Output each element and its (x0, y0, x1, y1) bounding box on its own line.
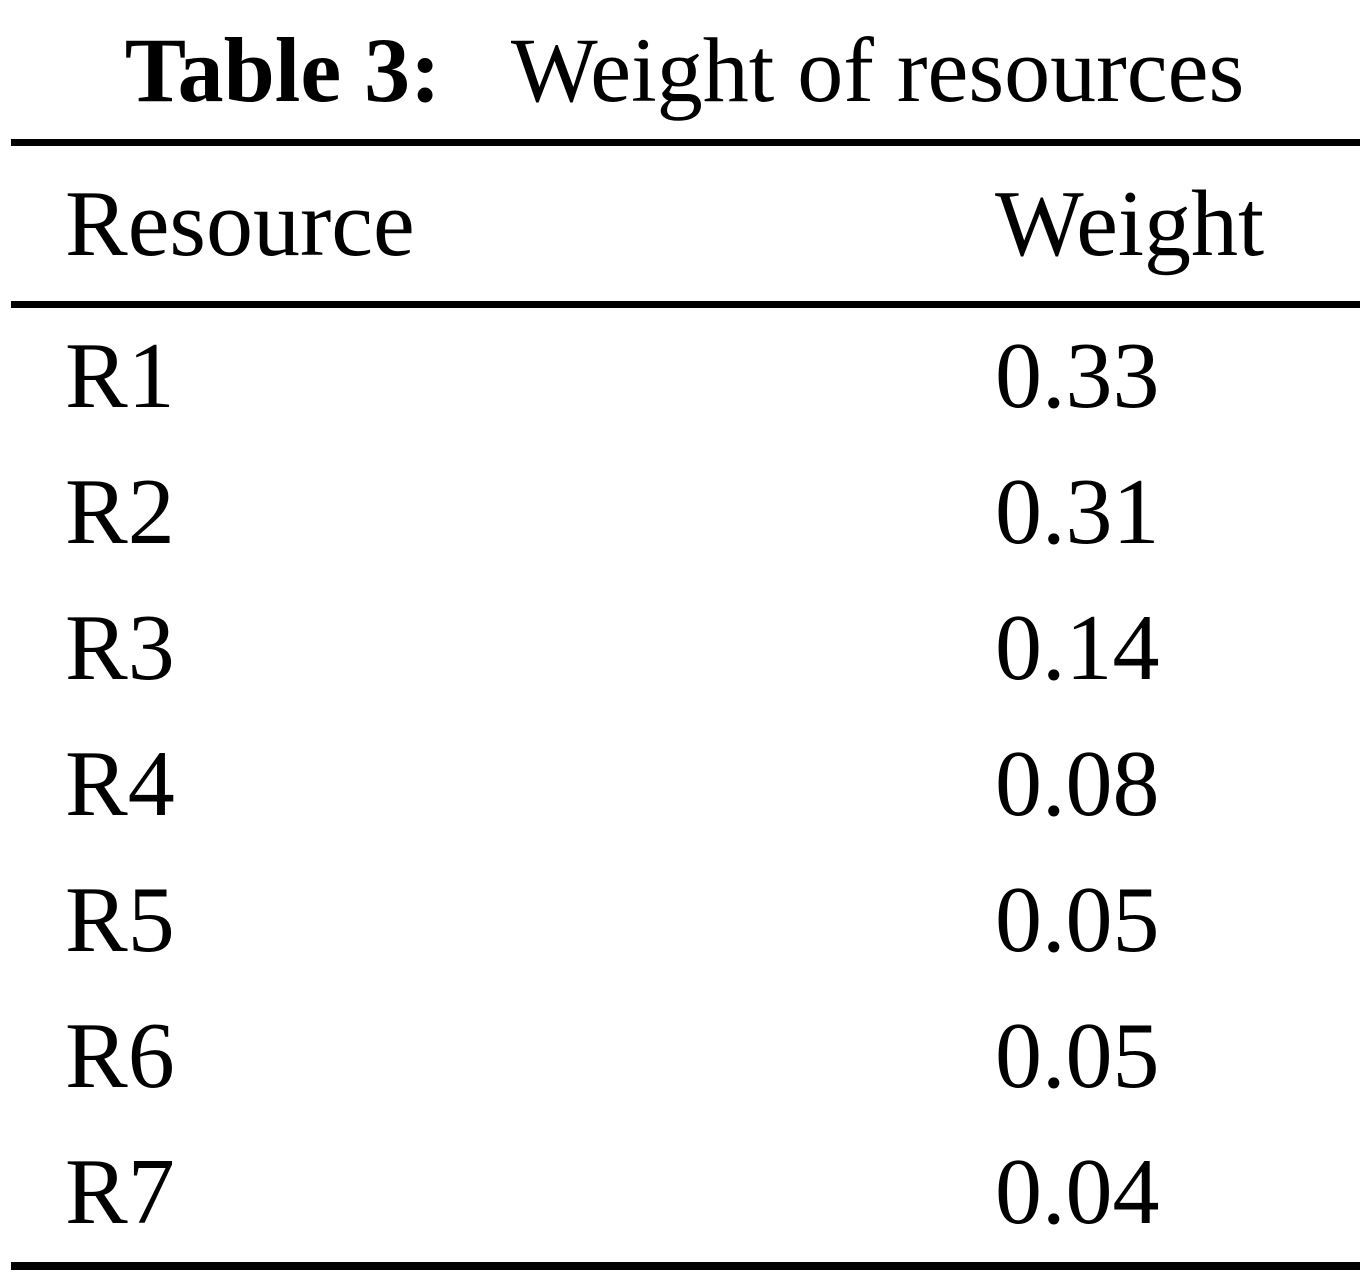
weight-cell: 0.05 (995, 1004, 1160, 1108)
weight-cell: 0.08 (995, 732, 1160, 836)
table-top-rule (11, 139, 1360, 146)
resource-cell: R5 (65, 868, 175, 972)
resource-cell: R2 (65, 460, 175, 564)
table-row: R4 0.08 (11, 716, 1360, 852)
weight-cell: 0.05 (995, 868, 1160, 972)
weight-cell: 0.04 (995, 1140, 1160, 1244)
table-row: R5 0.05 (11, 852, 1360, 988)
table-bottom-rule (11, 1262, 1360, 1270)
table-header-rule (11, 301, 1360, 308)
table-row: R6 0.05 (11, 988, 1360, 1124)
weight-cell: 0.31 (995, 460, 1160, 564)
table-row: R7 0.04 (11, 1124, 1360, 1260)
table-row: R1 0.33 (11, 308, 1360, 444)
resource-cell: R1 (65, 324, 175, 428)
table-body: R1 0.33 R2 0.31 R3 0.14 R4 0.08 R5 0.05 … (11, 308, 1360, 1260)
weight-cell: 0.33 (995, 324, 1160, 428)
table-caption-label: Table 3: (124, 19, 441, 121)
resource-cell: R7 (65, 1140, 175, 1244)
resource-cell: R4 (65, 732, 175, 836)
column-header-weight: Weight (995, 171, 1265, 276)
table-row: R3 0.14 (11, 580, 1360, 716)
table-header-row: Resource Weight (11, 146, 1360, 301)
resource-cell: R6 (65, 1004, 175, 1108)
weight-cell: 0.14 (995, 596, 1160, 700)
table-caption-text: Weight of resources (510, 19, 1245, 121)
column-header-resource: Resource (65, 171, 415, 276)
table-caption: Table 3: Weight of resources (0, 0, 1369, 140)
resource-cell: R3 (65, 596, 175, 700)
table-row: R2 0.31 (11, 444, 1360, 580)
